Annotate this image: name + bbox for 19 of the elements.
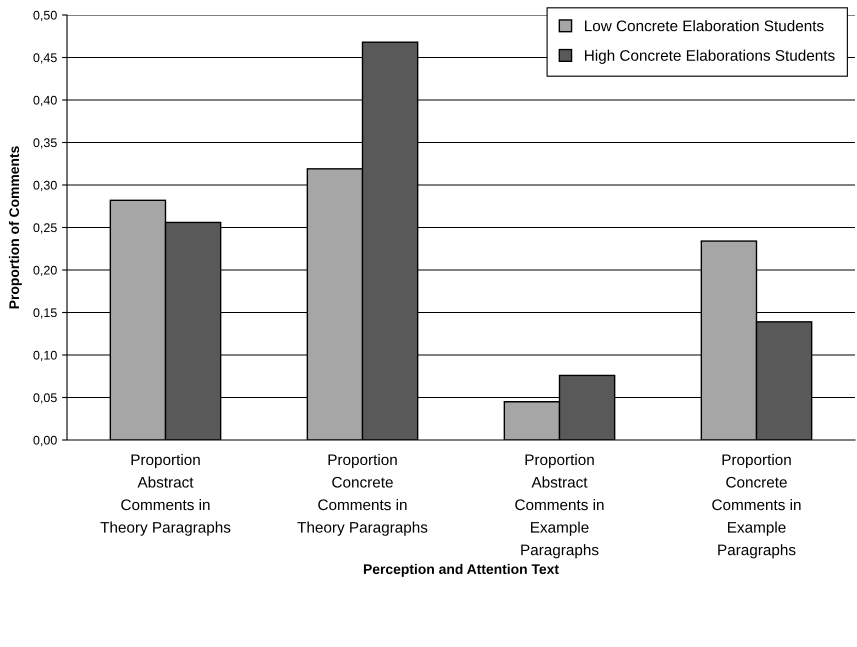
y-tick-label: 0,05 xyxy=(33,393,57,404)
x-tick-label: Proportion Concrete Comments in Theory Paragraphs xyxy=(297,454,428,536)
y-tick-label: 0,50 xyxy=(33,10,57,22)
x-tick-label: Proportion Concrete Comments in Example Paragraphs xyxy=(712,454,801,558)
y-tick-label: 0,25 xyxy=(33,223,57,234)
y-tick-label: 0,20 xyxy=(33,266,57,276)
x-axis-title: Perception and Attention Text xyxy=(364,564,559,577)
y-tick-label: 0,15 xyxy=(33,308,57,319)
y-tick-label: 0,45 xyxy=(33,53,57,64)
y-tick-label: 0,35 xyxy=(33,138,57,149)
y-tick-label: 0,00 xyxy=(33,436,57,446)
y-tick-label: 0,10 xyxy=(33,350,57,362)
y-tick-label: 0,30 xyxy=(33,180,57,192)
legend-label: High Concrete Elaborations Students xyxy=(585,50,835,64)
legend-label: Low Concrete Elaboration Students xyxy=(585,20,824,32)
y-axis-title: Proportion of Comments xyxy=(8,146,22,308)
x-tick-label: Proportion Abstract Comments in Theory Paragraphs xyxy=(100,454,230,536)
y-tick-label: 0,40 xyxy=(33,96,57,106)
x-tick-label: Proportion Abstract Comments in Example Paragraphs xyxy=(515,454,604,558)
